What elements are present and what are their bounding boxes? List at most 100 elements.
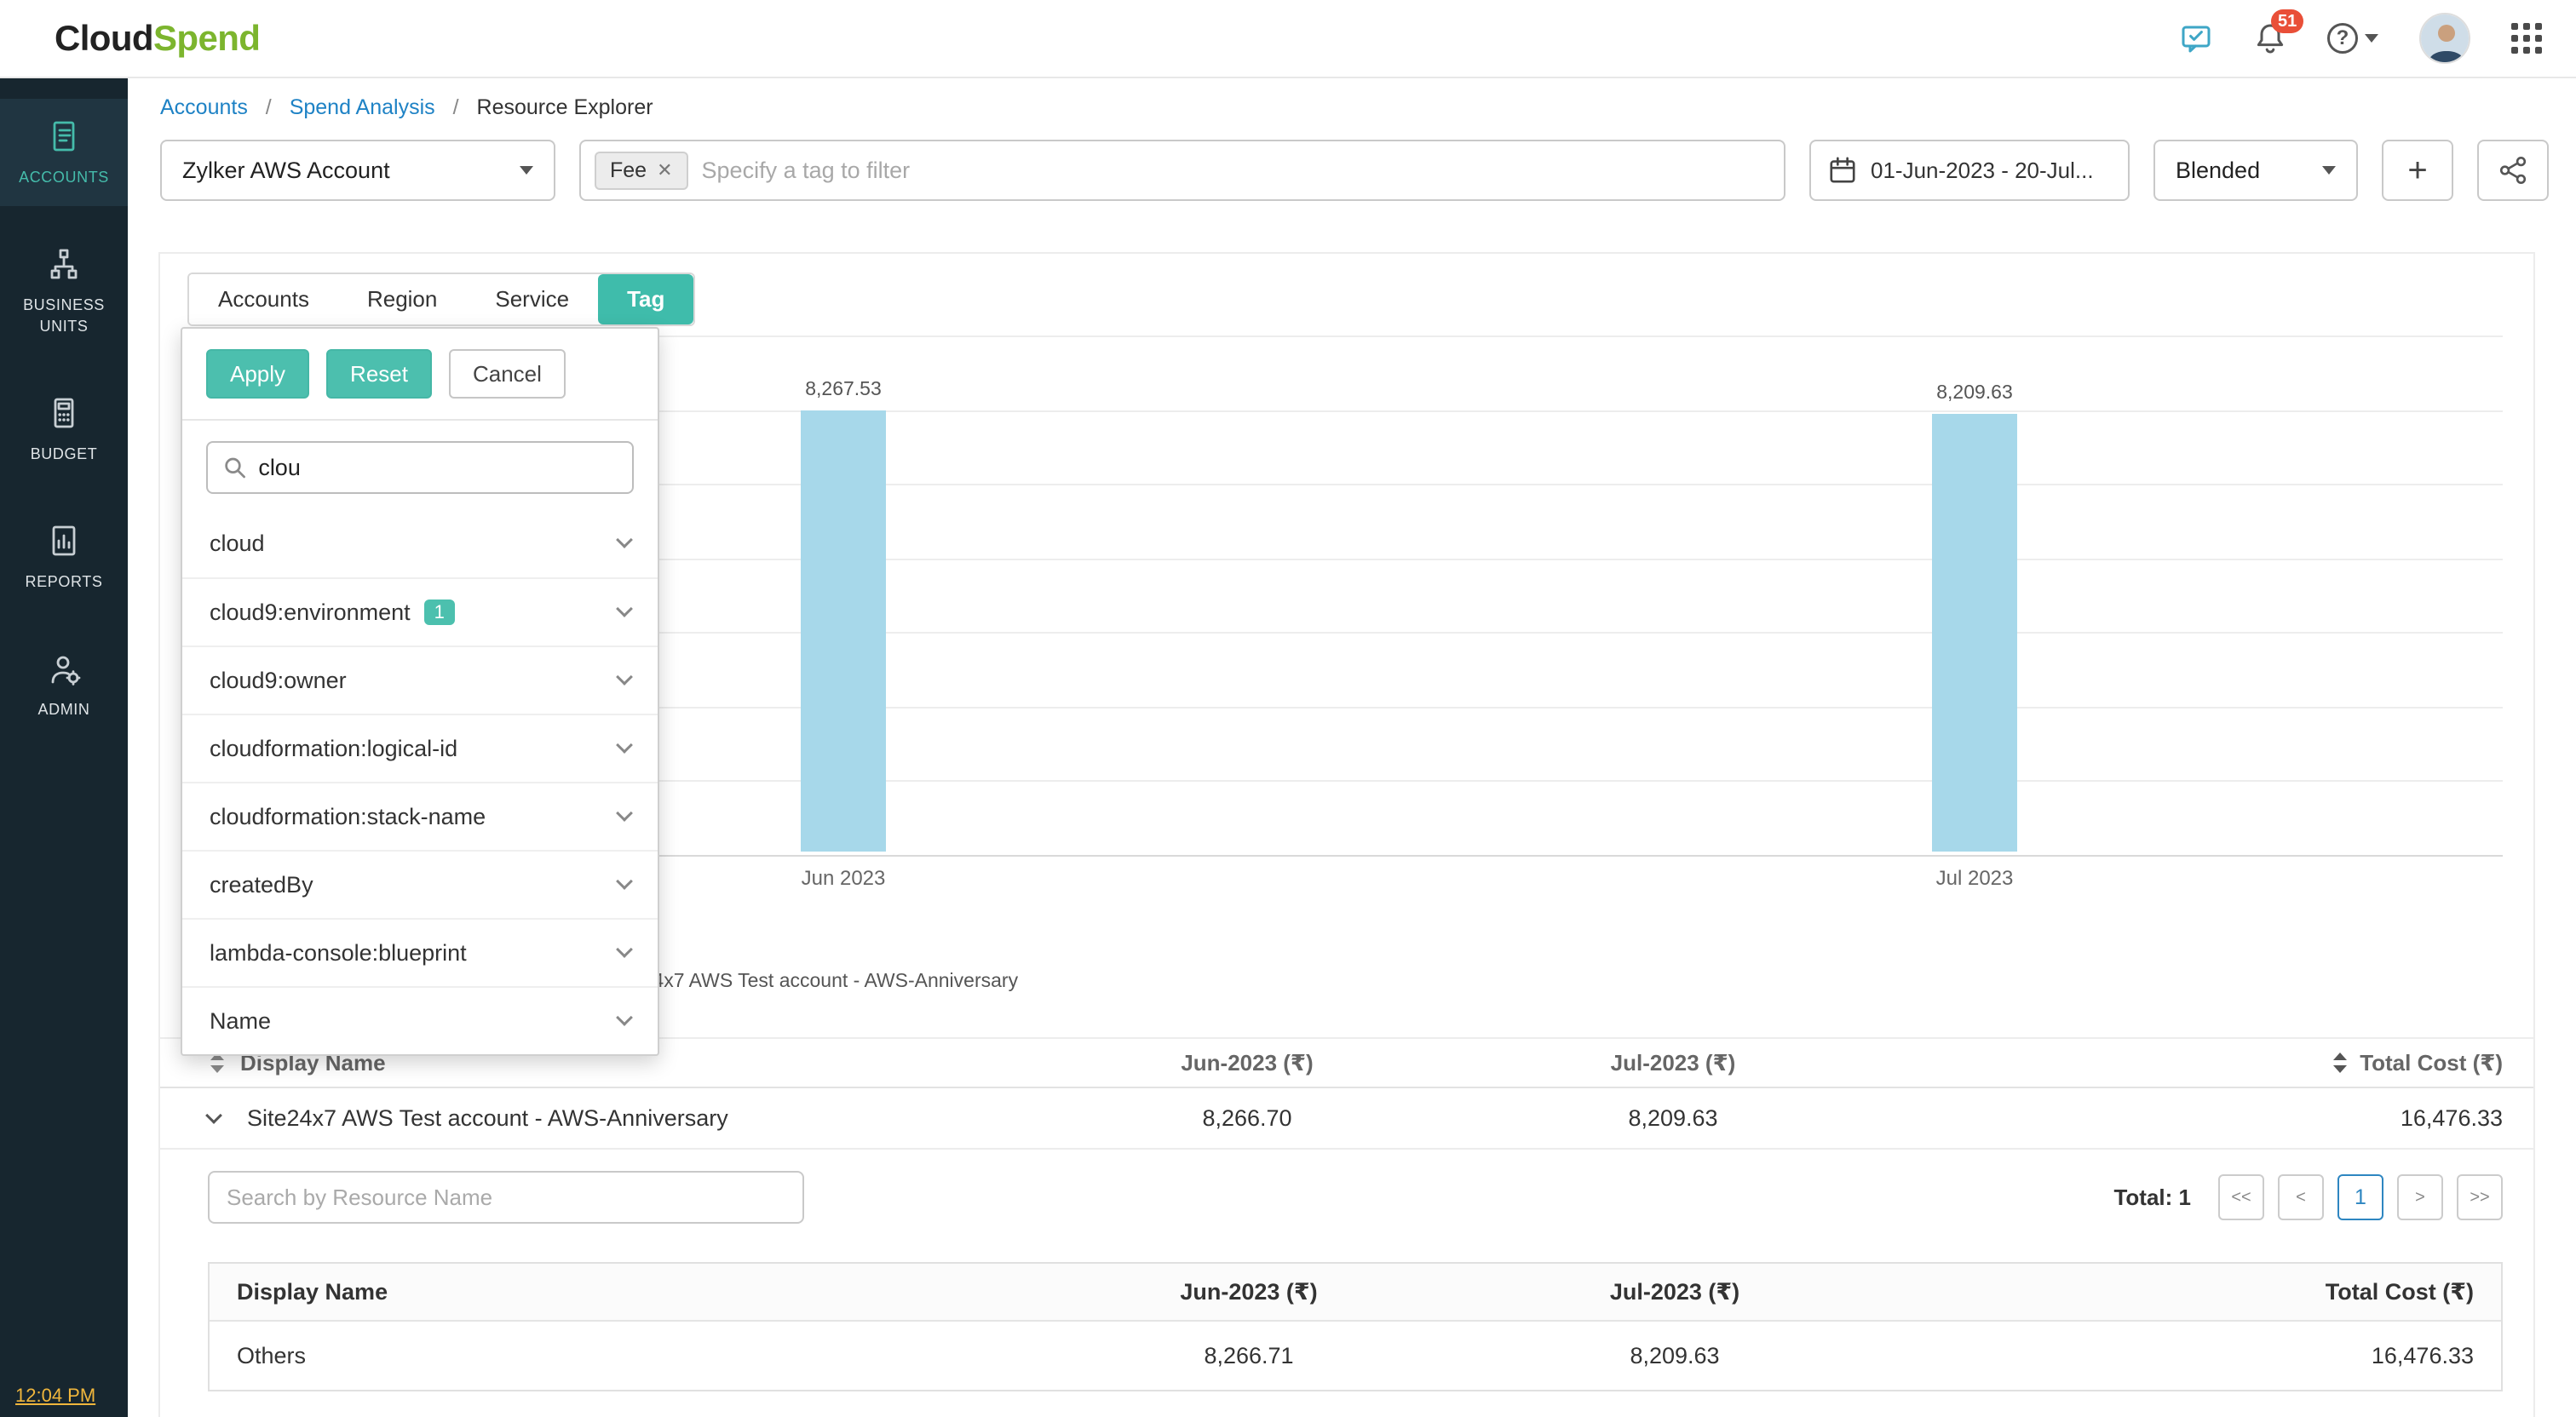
- row-jun-value: 8,266.70: [1202, 1104, 1292, 1131]
- chart-gridline: [211, 707, 2503, 708]
- chart-baseline: [211, 855, 2503, 857]
- tag-filter-field[interactable]: Fee ✕: [579, 140, 1785, 201]
- feedback-icon[interactable]: [2179, 21, 2213, 55]
- table-row[interactable]: Site24x7 AWS Test account - AWS-Annivers…: [160, 1088, 2533, 1150]
- chevron-down-icon: [2365, 34, 2378, 43]
- chevron-down-icon: [520, 166, 533, 175]
- tag-item-createdby[interactable]: createdBy: [182, 850, 658, 918]
- breadcrumb: Accounts / Spend Analysis / Resource Exp…: [160, 95, 653, 120]
- tag-item-cloudformation-logical-id[interactable]: cloudformation:logical-id: [182, 714, 658, 782]
- tag-item-cloud9-owner[interactable]: cloud9:owner: [182, 645, 658, 714]
- bar-jun-2023[interactable]: [801, 410, 886, 852]
- logo-text-spend: Spend: [152, 18, 261, 58]
- chevron-down-icon: [616, 668, 633, 686]
- tag-item-cloud9-environment[interactable]: cloud9:environment 1: [182, 577, 658, 645]
- sidebar-item-label: ACCOUNTS: [19, 169, 109, 186]
- sidebar-item-label: ADMIN: [37, 701, 90, 719]
- breadcrumb-current: Resource Explorer: [476, 95, 653, 119]
- tab-region[interactable]: Region: [337, 274, 467, 324]
- tag-popup-search-input[interactable]: [258, 454, 617, 481]
- share-icon: [2499, 156, 2527, 185]
- column-jun-2023: Jun-2023 (₹): [1180, 1278, 1318, 1305]
- summary-table-header: Display Name Jun-2023 (₹) Jul-2023 (₹) T…: [160, 1037, 2533, 1088]
- tag-item-cloudformation-stack-name[interactable]: cloudformation:stack-name: [182, 782, 658, 850]
- sort-icon[interactable]: [208, 1052, 227, 1074]
- tag-item-lambda-console-blueprint[interactable]: lambda-console:blueprint: [182, 918, 658, 986]
- row-display-name: Site24x7 AWS Test account - AWS-Annivers…: [247, 1104, 728, 1131]
- chevron-down-icon: [616, 600, 633, 617]
- column-total-cost: Total Cost (₹): [2360, 1049, 2503, 1076]
- sidebar-item-label: BUSINESS UNITS: [23, 296, 105, 335]
- sidebar-item-budget[interactable]: BUDGET: [0, 376, 128, 483]
- filter-toolbar: Zylker AWS Account Fee ✕ 01-Jun-2023 - 2…: [160, 140, 2549, 201]
- chevron-down-icon: [616, 531, 633, 548]
- chevron-down-icon: [2322, 166, 2336, 175]
- tag-chip-fee: Fee ✕: [595, 151, 688, 190]
- tag-item-cloud[interactable]: cloud: [182, 509, 658, 577]
- budget-icon: [54, 398, 74, 428]
- resource-search-input[interactable]: [208, 1171, 804, 1224]
- cost-type-value: Blended: [2176, 157, 2261, 183]
- pagination-last-button[interactable]: >>: [2457, 1174, 2503, 1220]
- admin-icon: [51, 657, 81, 686]
- business-units-icon: [50, 249, 78, 279]
- chart-gridline: [211, 632, 2503, 634]
- cancel-button[interactable]: Cancel: [448, 349, 566, 399]
- logo-text-cloud: Cloud: [55, 18, 154, 58]
- chart-gridline: [211, 410, 2503, 412]
- topbar-actions: 51 ?: [2179, 9, 2542, 64]
- date-range-value: 01-Jun-2023 - 20-Jul...: [1871, 157, 2094, 183]
- sidebar-item-admin[interactable]: ADMIN: [0, 631, 128, 738]
- pagination-prev-button[interactable]: <: [2278, 1174, 2324, 1220]
- add-button[interactable]: +: [2382, 140, 2453, 201]
- chevron-down-icon: [616, 737, 633, 754]
- date-range-picker[interactable]: 01-Jun-2023 - 20-Jul...: [1809, 140, 2130, 201]
- calendar-icon: [1830, 157, 1855, 183]
- cost-type-select[interactable]: Blended: [2153, 140, 2358, 201]
- sidebar-item-business-units[interactable]: BUSINESS UNITS: [0, 227, 128, 355]
- bar-jul-2023[interactable]: [1932, 414, 2017, 852]
- apps-grid-icon[interactable]: [2511, 23, 2542, 54]
- table-row[interactable]: Others 8,266.71 8,209.63 16,476.33: [210, 1322, 2501, 1390]
- row-jul-value: 8,209.63: [1628, 1104, 1718, 1131]
- tab-service[interactable]: Service: [466, 274, 599, 324]
- sort-icon[interactable]: [2331, 1052, 2349, 1074]
- tag-item-name[interactable]: Name: [182, 986, 658, 1054]
- breadcrumb-link-spend-analysis[interactable]: Spend Analysis: [289, 95, 435, 119]
- row-total-value: 16,476.33: [2371, 1342, 2474, 1368]
- cloudspend-logo: CloudSpend: [55, 18, 261, 59]
- column-total-cost: Total Cost (₹): [2325, 1278, 2474, 1305]
- reset-button[interactable]: Reset: [326, 349, 432, 399]
- pagination: Total: 1 << < 1 > >>: [2113, 1174, 2503, 1220]
- share-button[interactable]: [2477, 140, 2549, 201]
- sidebar-item-label: BUDGET: [30, 445, 98, 462]
- pagination-next-button[interactable]: >: [2397, 1174, 2443, 1220]
- clock-time[interactable]: 12:04 PM: [15, 1385, 96, 1406]
- tag-list: cloud cloud9:environment 1 cloud9:owner …: [182, 509, 658, 1054]
- user-avatar[interactable]: [2419, 13, 2470, 64]
- account-select[interactable]: Zylker AWS Account: [160, 140, 555, 201]
- popup-actions: Apply Reset Cancel: [182, 329, 658, 421]
- breadcrumb-link-accounts[interactable]: Accounts: [160, 95, 248, 119]
- total-count-label: Total: 1: [2113, 1184, 2191, 1210]
- tag-filter-input[interactable]: [701, 157, 1770, 184]
- legend-label: Site24x7 AWS Test account - AWS-Annivers…: [608, 969, 1019, 991]
- row-expand-chevron-icon[interactable]: [205, 1107, 222, 1124]
- sidebar-item-reports[interactable]: REPORTS: [0, 503, 128, 611]
- tab-tag[interactable]: Tag: [598, 274, 694, 324]
- sidebar-item-accounts[interactable]: ACCOUNTS: [0, 99, 128, 207]
- tab-accounts[interactable]: Accounts: [189, 274, 338, 324]
- question-mark-icon: ?: [2327, 23, 2358, 54]
- bar-value-label-jun: 8,267.53: [805, 377, 882, 399]
- chart-gridline: [211, 336, 2503, 337]
- apply-button[interactable]: Apply: [206, 349, 310, 399]
- pagination-first-button[interactable]: <<: [2218, 1174, 2264, 1220]
- chart-gridline: [211, 780, 2503, 782]
- pagination-page-1-button[interactable]: 1: [2337, 1174, 2383, 1220]
- help-icon[interactable]: ?: [2327, 23, 2378, 54]
- chip-remove-icon[interactable]: ✕: [657, 159, 673, 181]
- notifications-bell-icon[interactable]: 51: [2254, 9, 2304, 55]
- chevron-down-icon: [616, 873, 633, 890]
- top-header: CloudSpend 51 ?: [0, 0, 2576, 78]
- chart-gridline: [211, 559, 2503, 560]
